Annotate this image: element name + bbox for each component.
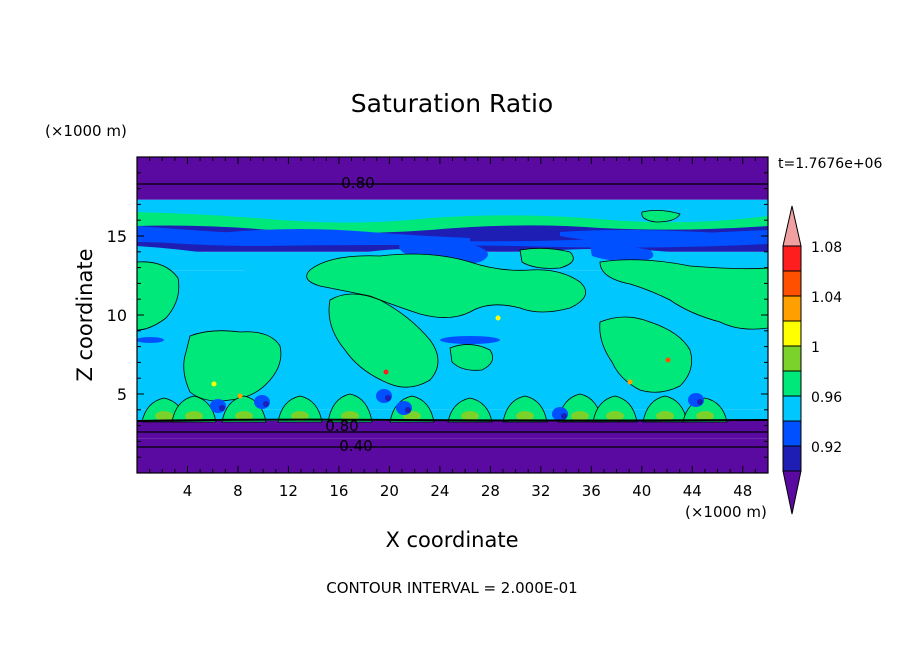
convective-cell (328, 293, 439, 388)
x-tick-label: 20 (380, 482, 399, 500)
dry-core (219, 405, 225, 411)
colorbar-segment (782, 345, 802, 372)
time-label: t=1.7676e+06 (778, 156, 882, 172)
colorbar-segment (782, 245, 802, 272)
convective-cell (183, 330, 282, 402)
contour-label: 0.80 (341, 174, 374, 192)
dry-core (561, 413, 567, 419)
cloud-region (137, 261, 180, 331)
moist-band (137, 212, 768, 233)
colorbar-segment (782, 370, 802, 397)
cloud-region (599, 259, 768, 330)
cumulus-cell (327, 393, 373, 423)
y-axis-label: Z coordinate (73, 248, 97, 381)
cumulus-core (185, 411, 203, 421)
cumulus-core (571, 411, 589, 421)
supersaturation-spot (237, 393, 243, 399)
y-tick-label: 15 (107, 227, 127, 246)
x-tick-label: 8 (233, 482, 243, 500)
colorbar-segment (782, 445, 802, 472)
supersaturation-spot (211, 381, 217, 387)
x-tick-label: 48 (733, 482, 752, 500)
cumulus-core (696, 411, 714, 421)
x-tick-label: 16 (329, 482, 348, 500)
cumulus-core (155, 411, 173, 421)
value-band (137, 438, 768, 473)
moist-patch (590, 245, 654, 262)
cloud-region (306, 253, 587, 318)
y-tick-label: 5 (117, 385, 127, 404)
supersaturation-spot (383, 369, 389, 375)
cumulus-cell (447, 397, 493, 423)
supersaturation-spot (627, 379, 633, 385)
dry-core (697, 399, 703, 405)
cumulus-core (341, 411, 359, 421)
x-unit-label: (×1000 m) (685, 503, 767, 521)
contour-label: 0.40 (339, 437, 372, 455)
x-tick-label: 36 (582, 482, 601, 500)
chart-title: Saturation Ratio (351, 89, 553, 118)
cloud-patch (519, 248, 574, 269)
colorbar-label: 1.08 (811, 240, 842, 256)
cirrus-core (137, 229, 470, 245)
cumulus-cell (592, 395, 638, 423)
x-tick-label: 12 (279, 482, 298, 500)
cumulus-cell (277, 395, 323, 423)
colorbar-label: 0.92 (811, 440, 842, 456)
x-axis-label: X coordinate (385, 528, 518, 552)
convective-cell (449, 344, 494, 371)
colorbar-segment (782, 420, 802, 447)
colorbar-upper-extension (782, 205, 802, 247)
supersaturation-spot (495, 315, 501, 321)
y-tick-label: 10 (107, 306, 127, 325)
colorbar-label: 1 (811, 340, 820, 356)
contour-line (137, 418, 768, 422)
x-tick-label: 4 (183, 482, 193, 500)
cloud-patch (641, 210, 681, 223)
colorbar-lower-extension (782, 470, 802, 515)
dry-core (405, 407, 411, 413)
value-band (137, 157, 768, 200)
colorbar: 0.92 0.96 1 1.04 1.08 (782, 205, 842, 515)
dry-streak (440, 336, 500, 344)
cumulus-core (291, 411, 309, 421)
cirrus-core (560, 230, 768, 243)
contour-label: 0.80 (325, 417, 358, 435)
colorbar-label: 1.04 (811, 290, 842, 306)
x-tick-label: 40 (632, 482, 651, 500)
contour-interval-footer: CONTOUR INTERVAL = 2.000E-01 (326, 579, 577, 597)
convective-cell (599, 316, 693, 393)
cumulus-core (461, 411, 479, 421)
x-tick-label: 32 (531, 482, 550, 500)
colorbar-segment (782, 295, 802, 322)
x-tick-label: 24 (430, 482, 449, 500)
dry-core (385, 395, 391, 401)
colorbar-segment (782, 320, 802, 347)
colorbar-label: 0.96 (811, 390, 842, 406)
x-tick-label: 28 (481, 482, 500, 500)
cumulus-core (656, 411, 674, 421)
dry-core (263, 401, 269, 407)
cumulus-core (516, 411, 534, 421)
value-band (137, 420, 768, 439)
y-unit-label: (×1000 m) (45, 122, 127, 140)
cumulus-core (606, 411, 624, 421)
colorbar-segment (782, 395, 802, 422)
x-tick-label: 44 (683, 482, 702, 500)
dry-streak (137, 337, 164, 343)
plot-area (137, 157, 768, 473)
cumulus-cell (502, 395, 548, 423)
supersaturation-spot (665, 357, 671, 363)
colorbar-segment (782, 270, 802, 297)
cumulus-core (235, 411, 253, 421)
cumulus-cell (171, 395, 217, 423)
